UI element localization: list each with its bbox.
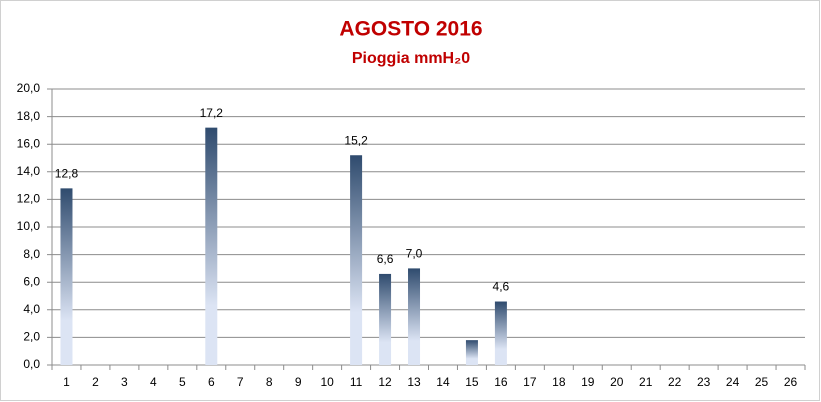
y-tick-label: 0,0 [23, 357, 40, 371]
x-tick-label: 8 [266, 375, 273, 389]
x-tick-label: 1 [63, 375, 70, 389]
x-tick-label: 23 [697, 375, 711, 389]
x-tick-label: 26 [784, 375, 798, 389]
x-tick-label: 15 [465, 375, 479, 389]
y-tick-label: 6,0 [23, 274, 40, 288]
bar [494, 301, 507, 365]
bar [205, 127, 218, 365]
x-tick-label: 10 [320, 375, 334, 389]
x-tick-label: 17 [523, 375, 537, 389]
x-tick-label: 5 [179, 375, 186, 389]
y-tick-label: 14,0 [17, 164, 41, 178]
x-tick-label: 6 [208, 375, 215, 389]
y-tick-label: 10,0 [17, 219, 41, 233]
y-tick-label: 2,0 [23, 330, 40, 344]
y-tick-label: 12,0 [17, 192, 41, 206]
y-tick-label: 20,0 [17, 81, 41, 95]
data-label: 15,2 [344, 133, 368, 147]
chart-subtitle: Pioggia mmH₂0 [352, 50, 470, 67]
x-tick-label: 12 [378, 375, 392, 389]
x-tick-label: 7 [237, 375, 244, 389]
x-tick-label: 11 [350, 375, 363, 389]
x-tick-label: 9 [295, 375, 302, 389]
x-tick-label: 14 [436, 375, 450, 389]
x-tick-label: 4 [150, 375, 157, 389]
x-tick-label: 19 [581, 375, 595, 389]
y-tick-label: 8,0 [23, 247, 40, 261]
x-tick-label: 24 [726, 375, 740, 389]
x-tick-label: 16 [494, 375, 508, 389]
x-tick-label: 2 [92, 375, 99, 389]
data-label: 17,2 [200, 106, 224, 120]
data-label: 12,8 [55, 167, 79, 181]
x-tick-label: 3 [121, 375, 128, 389]
bar [408, 268, 421, 365]
data-label: 4,6 [493, 280, 510, 294]
y-tick-label: 16,0 [17, 136, 41, 150]
y-tick-label: 4,0 [23, 302, 40, 316]
x-tick-label: 13 [407, 375, 421, 389]
bar [350, 155, 363, 365]
data-label: 6,6 [377, 252, 394, 266]
y-tick-label: 18,0 [17, 109, 41, 123]
x-tick-label: 20 [610, 375, 624, 389]
bar [379, 273, 392, 365]
bar [60, 188, 73, 365]
x-tick-label: 22 [668, 375, 682, 389]
chart-title: AGOSTO 2016 [339, 18, 482, 41]
x-tick-label: 25 [755, 375, 769, 389]
bar [465, 340, 478, 365]
x-tick-label: 21 [639, 375, 653, 389]
x-tick-label: 18 [552, 375, 566, 389]
data-label: 7,0 [406, 247, 423, 261]
